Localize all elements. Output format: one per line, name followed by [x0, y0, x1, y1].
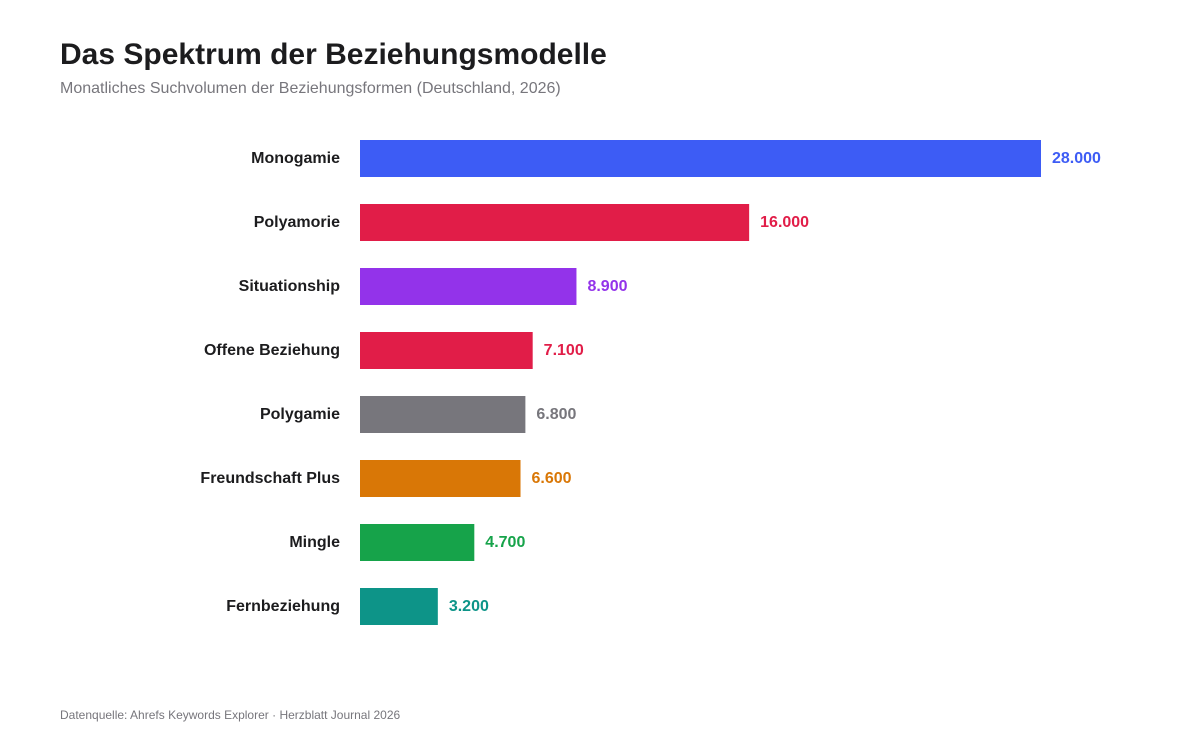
value-label: 8.900: [587, 278, 627, 295]
category-label: Offene Beziehung: [204, 342, 340, 359]
bar: [360, 396, 526, 433]
data-source-note: Datenquelle: Ahrefs Keywords Explorer · …: [60, 708, 401, 722]
category-label: Freundschaft Plus: [200, 470, 340, 487]
value-label: 6.800: [536, 406, 576, 423]
bar: [360, 332, 533, 369]
bar: [360, 204, 750, 241]
category-label: Fernbeziehung: [226, 598, 340, 615]
category-label: Polyamorie: [254, 214, 340, 231]
bar: [360, 140, 1041, 177]
bar: [360, 588, 438, 625]
value-label: 28.000: [1052, 150, 1101, 167]
value-label: 3.200: [449, 598, 489, 615]
bar: [360, 460, 521, 497]
category-label: Mingle: [289, 534, 340, 551]
chart-title: Das Spektrum der Beziehungsmodelle: [60, 38, 607, 71]
value-label: 16.000: [760, 214, 809, 231]
value-label: 4.700: [485, 534, 525, 551]
value-label: 6.600: [532, 470, 572, 487]
bar: [360, 524, 475, 561]
category-label: Polygamie: [260, 406, 340, 423]
category-label: Monogamie: [251, 150, 340, 167]
chart-subtitle: Monatliches Suchvolumen der Beziehungsfo…: [60, 80, 561, 97]
value-label: 7.100: [544, 342, 584, 359]
category-label: Situationship: [239, 278, 341, 295]
bar: [360, 268, 577, 305]
